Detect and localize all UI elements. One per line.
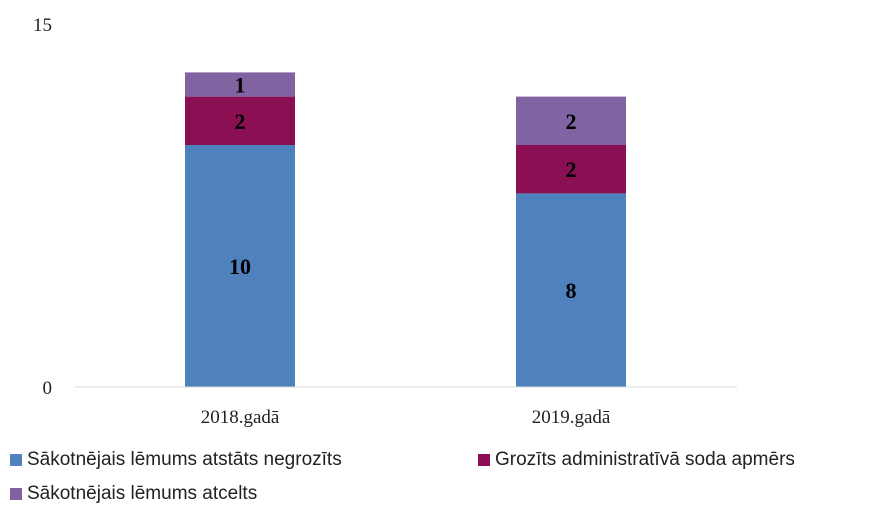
legend-swatch-unchanged [10,454,22,466]
x-tick-label: 2019.gadā [532,407,611,428]
legend-item-amended: Grozīts administratīvā soda apmērs [478,449,795,471]
bar-segment [516,96,626,145]
y-tick-label: 15 [33,15,52,36]
bar-segment [185,72,295,97]
legend-swatch-annulled [10,488,22,500]
legend-label-annulled: Sākotnējais lēmums atcelts [27,483,258,504]
bar-segment [516,145,626,194]
legend-label-unchanged: Sākotnējais lēmums atstāts negrozīts [27,449,342,470]
data-label: 2 [566,109,577,134]
data-label: 2 [566,157,577,182]
x-axis-category-labels: 2018.gadā 2019.gadā [201,407,611,428]
bar-segment [185,145,295,387]
legend-swatch-amended [478,454,490,466]
data-label: 8 [566,278,577,303]
y-tick-label: 0 [43,378,53,399]
legend-item-annulled: Sākotnējais lēmums atcelts [10,483,257,505]
x-tick-label: 2018.gadā [201,407,280,428]
stacked-bar-chart: 0 15 10 2 1 8 2 2 2018.gadā 2019.gadā [33,15,737,428]
bars: 10 2 1 8 2 2 [185,72,626,387]
legend-item-unchanged: Sākotnējais lēmums atstāts negrozīts [10,449,342,471]
bar-segment [516,193,626,387]
data-label: 2 [235,109,246,134]
y-axis-ticks: 0 15 [33,15,52,399]
bar-segment [185,96,295,145]
data-label: 10 [229,254,251,279]
legend-label-amended: Grozīts administratīvā soda apmērs [495,449,795,470]
data-label: 1 [235,73,246,98]
